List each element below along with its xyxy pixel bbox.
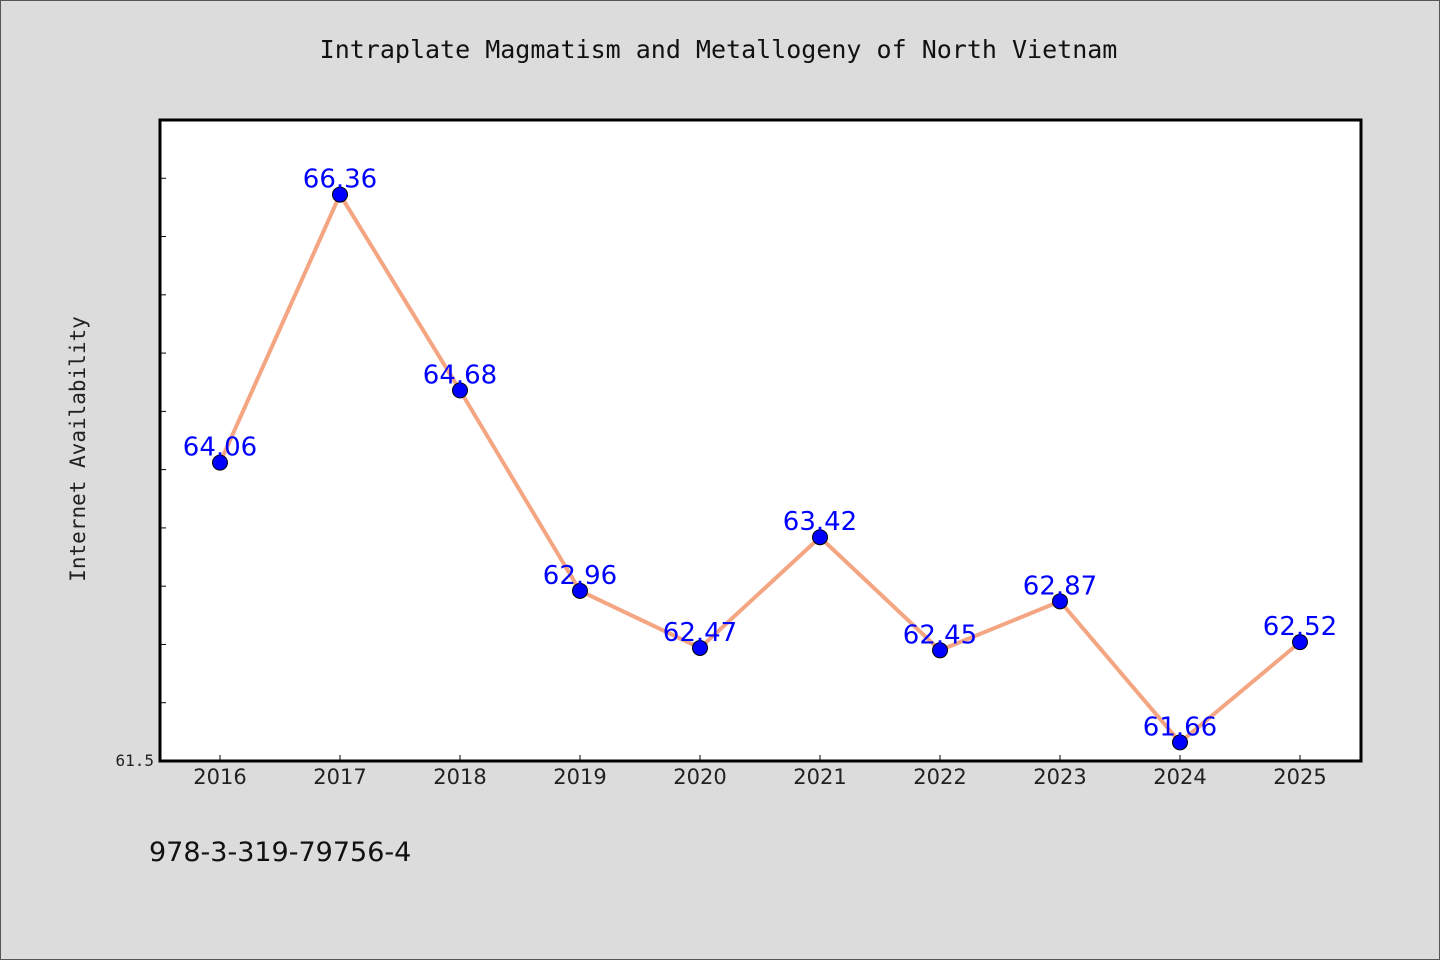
data-point [932,642,948,659]
data-label: 63.42 [783,507,857,537]
x-tick-label: 2020 [673,765,726,789]
x-tick-label: 2022 [913,765,966,789]
x-tick-label: 2021 [793,765,846,789]
data-point [332,186,348,203]
data-point [1292,634,1308,651]
data-point [212,454,228,471]
x-tick-label: 2024 [1153,765,1206,789]
data-label: 62.45 [903,620,977,650]
isbn-footer: 978-3-319-79756-4 [149,837,412,868]
data-label: 64.06 [183,433,257,463]
data-point [1052,593,1068,610]
x-tick-label: 2023 [1033,765,1086,789]
data-point [452,382,468,399]
chart-title: Intraplate Magmatism and Metallogeny of … [319,35,1118,64]
plot-area [160,120,1361,761]
x-tick-label: 2017 [313,765,366,789]
data-label: 62.87 [1023,571,1097,601]
plot-frame [158,118,1363,763]
x-tick-label: 2016 [193,765,246,789]
data-point [692,639,708,656]
series-line [218,192,1302,745]
data-label: 62.47 [663,618,737,648]
data-label: 61.66 [1143,712,1217,742]
data-point [812,529,828,546]
data-label: 64.68 [423,360,497,390]
data-point [572,582,588,599]
x-tick-label: 2019 [553,765,606,789]
y-tick-label: 61.5 [115,751,154,770]
data-point [1172,734,1188,751]
data-label: 62.96 [543,561,617,591]
data-label: 62.52 [1263,612,1337,642]
x-tick-label: 2025 [1273,765,1326,789]
data-label: 66.36 [303,165,377,195]
x-tick-label: 2018 [433,765,486,789]
